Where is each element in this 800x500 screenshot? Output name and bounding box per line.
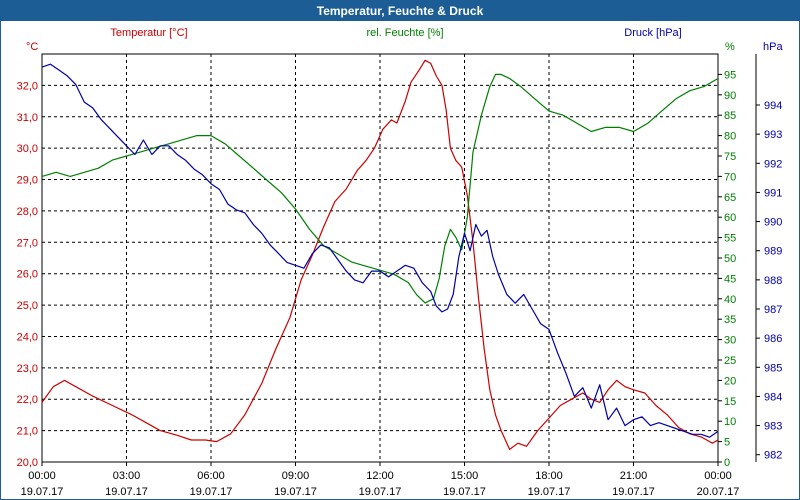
pressure-unit: hPa — [763, 41, 783, 53]
humidity-tick-label: 10 — [724, 416, 736, 428]
x-tick-time: 12:00 — [366, 470, 394, 482]
humidity-tick-label: 30 — [724, 335, 736, 347]
temperature-tick-label: 21,0 — [17, 426, 38, 438]
humidity-tick-label: 65 — [724, 192, 736, 204]
humidity-series-line — [41, 73, 719, 304]
humidity-tick-label: 90 — [724, 90, 736, 102]
humidity-tick-label: 70 — [724, 171, 736, 183]
temperature-tick-label: 26,0 — [17, 269, 38, 281]
temperature-tick-label: 32,0 — [17, 80, 38, 92]
x-tick-time: 09:00 — [282, 470, 310, 482]
temperature-tick-label: 25,0 — [17, 300, 38, 312]
x-tick-date: 19.07.17 — [105, 486, 148, 498]
pressure-tick-label: 986 — [764, 333, 782, 345]
humidity-tick-label: 45 — [724, 273, 736, 285]
x-tick-time: 15:00 — [451, 470, 479, 482]
chart-title: Temperatur, Feuchte & Druck — [1, 1, 799, 21]
x-tick-date: 19.07.17 — [190, 486, 233, 498]
temperature-series-line — [41, 59, 719, 450]
humidity-tick-label: 80 — [724, 131, 736, 143]
pressure-tick-label: 993 — [764, 129, 782, 141]
pressure-tick-label: 994 — [764, 100, 782, 112]
x-tick-date: 19.07.17 — [612, 486, 655, 498]
humidity-tick-label: 35 — [724, 314, 736, 326]
temperature-tick-label: 29,0 — [17, 175, 38, 187]
pressure-tick-label: 991 — [764, 187, 782, 199]
humidity-tick-label: 85 — [724, 110, 736, 122]
humidity-tick-label: 50 — [724, 253, 736, 265]
temperature-tick-label: 24,0 — [17, 331, 38, 343]
pressure-tick-label: 984 — [764, 391, 782, 403]
x-tick-date: 19.07.17 — [443, 486, 486, 498]
pressure-tick-label: 988 — [764, 275, 782, 287]
humidity-tick-label: 20 — [724, 375, 736, 387]
temperature-tick-label: 22,0 — [17, 394, 38, 406]
humidity-unit: % — [725, 41, 735, 53]
pressure-tick-label: 983 — [764, 421, 782, 433]
x-tick-date: 19.07.17 — [21, 486, 64, 498]
temperature-tick-label: 23,0 — [17, 363, 38, 375]
temperature-tick-label: 31,0 — [17, 112, 38, 124]
pressure-tick-label: 985 — [764, 362, 782, 374]
x-tick-time: 21:00 — [620, 470, 648, 482]
temperature-unit: °C — [26, 41, 38, 53]
humidity-tick-label: 75 — [724, 151, 736, 163]
temperature-tick-label: 30,0 — [17, 143, 38, 155]
pressure-tick-label: 992 — [764, 158, 782, 170]
humidity-axis-label: rel. Feuchte [%] — [366, 27, 443, 39]
pressure-tick-label: 989 — [764, 246, 782, 258]
x-tick-time: 03:00 — [113, 470, 141, 482]
pressure-tick-label: 990 — [764, 217, 782, 229]
temperature-tick-label: 20,0 — [17, 457, 38, 469]
humidity-tick-label: 60 — [724, 212, 736, 224]
pressure-axis-label: Druck [hPa] — [624, 27, 681, 39]
humidity-tick-label: 25 — [724, 355, 736, 367]
x-tick-time: 00:00 — [704, 470, 732, 482]
x-tick-date: 19.07.17 — [274, 486, 317, 498]
x-tick-date: 20.07.17 — [697, 486, 740, 498]
temperature-tick-label: 28,0 — [17, 206, 38, 218]
humidity-tick-label: 0 — [724, 457, 730, 469]
pressure-tick-label: 982 — [764, 450, 782, 462]
pressure-series-line — [41, 63, 719, 438]
humidity-tick-label: 15 — [724, 396, 736, 408]
x-tick-time: 00:00 — [28, 470, 56, 482]
pressure-tick-label: 987 — [764, 304, 782, 316]
humidity-tick-label: 5 — [724, 437, 730, 449]
humidity-tick-label: 55 — [724, 233, 736, 245]
humidity-tick-label: 95 — [724, 69, 736, 81]
x-tick-time: 06:00 — [197, 470, 225, 482]
temperature-axis-label: Temperatur [°C] — [110, 27, 187, 39]
temperature-tick-label: 27,0 — [17, 237, 38, 249]
x-tick-time: 18:00 — [535, 470, 563, 482]
x-tick-date: 19.07.17 — [359, 486, 402, 498]
x-tick-date: 19.07.17 — [528, 486, 571, 498]
humidity-tick-label: 40 — [724, 294, 736, 306]
